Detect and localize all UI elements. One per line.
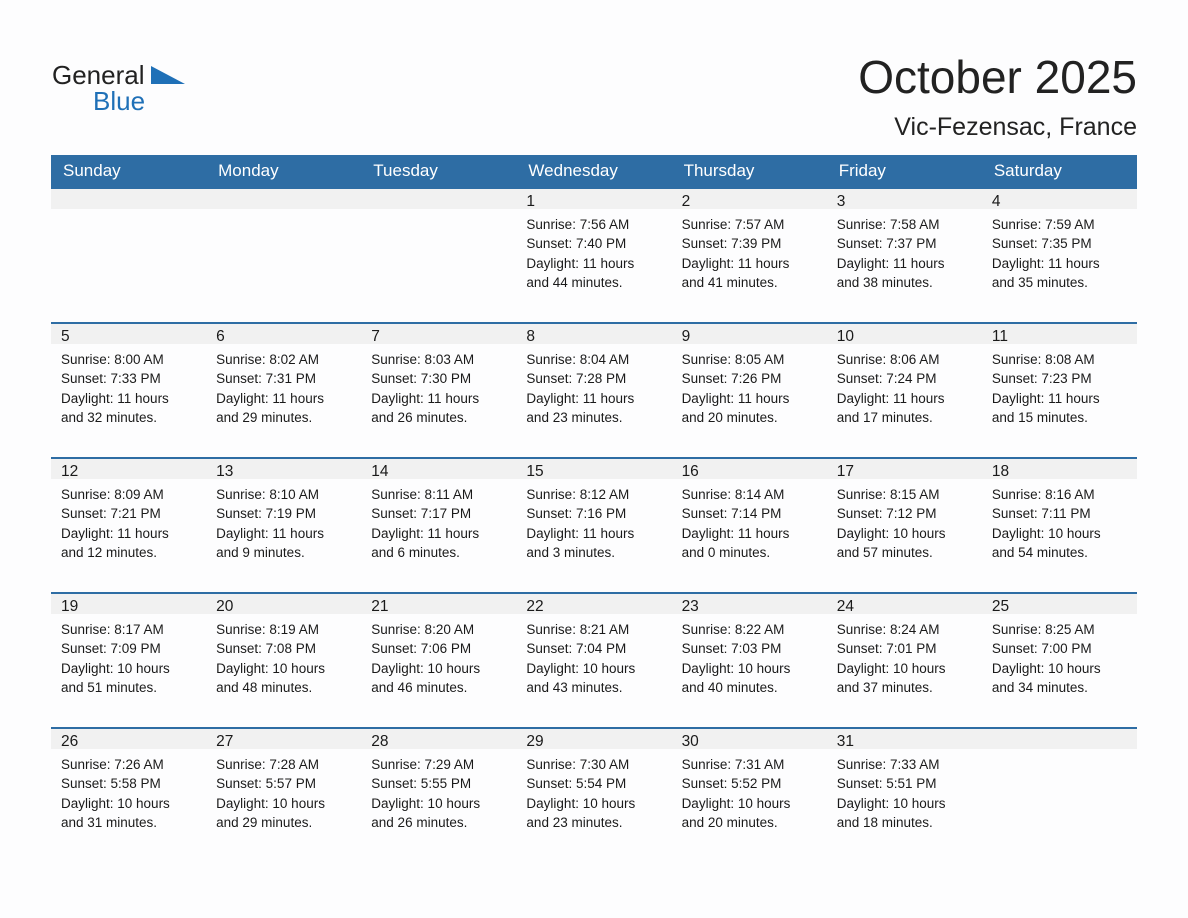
svg-text:Blue: Blue: [93, 86, 145, 115]
